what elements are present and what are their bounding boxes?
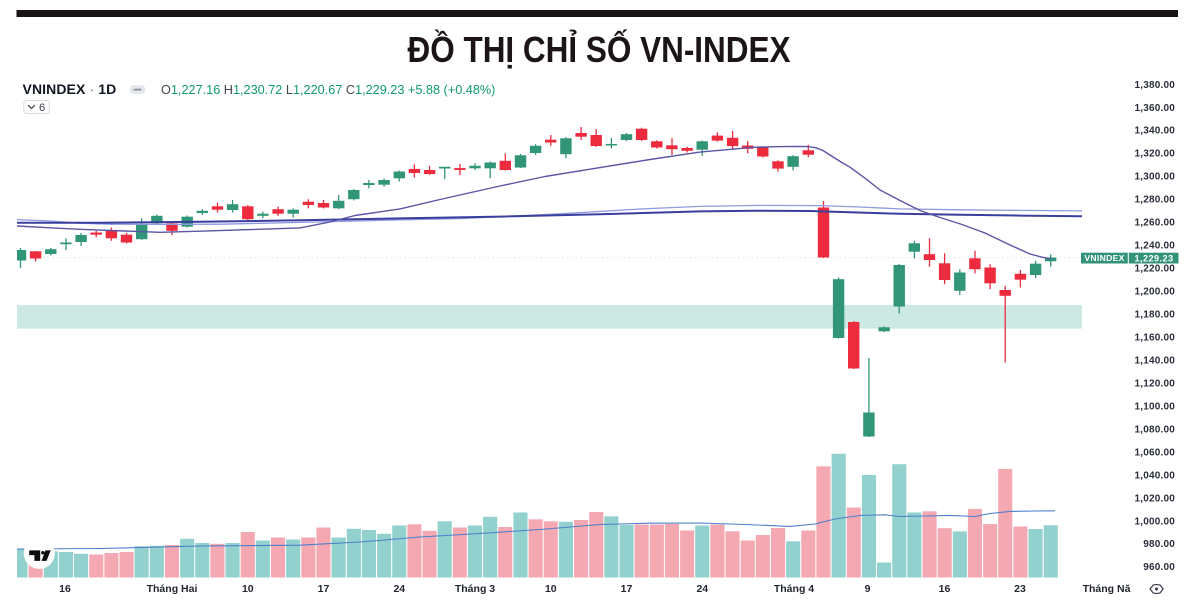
svg-text:1,360.00: 1,360.00 — [1134, 103, 1175, 114]
svg-text:9: 9 — [865, 583, 871, 595]
svg-text:1,229.23: 1,229.23 — [1135, 253, 1174, 263]
svg-text:1,220.00: 1,220.00 — [1134, 264, 1175, 275]
svg-text:1,280.00: 1,280.00 — [1134, 195, 1175, 206]
svg-text:1,160.00: 1,160.00 — [1134, 333, 1175, 344]
svg-text:1,000.00: 1,000.00 — [1134, 516, 1175, 527]
svg-text:ĐỒ THỊ CHỈ SỐ VN-INDEX: ĐỒ THỊ CHỈ SỐ VN-INDEX — [408, 28, 791, 70]
svg-text:1,140.00: 1,140.00 — [1134, 356, 1175, 367]
svg-text:1,260.00: 1,260.00 — [1134, 218, 1175, 229]
svg-text:1,300.00: 1,300.00 — [1134, 172, 1175, 183]
svg-text:1,120.00: 1,120.00 — [1134, 378, 1175, 389]
svg-text:1,320.00: 1,320.00 — [1134, 149, 1175, 160]
svg-text:6: 6 — [39, 102, 45, 114]
svg-text:23: 23 — [1014, 583, 1026, 595]
svg-text:1,180.00: 1,180.00 — [1134, 310, 1175, 321]
svg-text:17: 17 — [621, 583, 633, 595]
svg-text:1,020.00: 1,020.00 — [1134, 493, 1175, 504]
svg-text:VNINDEX: VNINDEX — [1084, 253, 1124, 263]
svg-text:1,100.00: 1,100.00 — [1134, 401, 1175, 412]
svg-text:24: 24 — [393, 583, 405, 595]
svg-text:1,380.00: 1,380.00 — [1134, 80, 1175, 91]
svg-text:VNINDEX · 1D: VNINDEX · 1D — [23, 81, 117, 97]
svg-text:24: 24 — [696, 583, 708, 595]
svg-text:17: 17 — [318, 583, 330, 595]
svg-text:16: 16 — [939, 583, 951, 595]
svg-text:1,040.00: 1,040.00 — [1134, 470, 1175, 481]
svg-text:1,340.00: 1,340.00 — [1134, 126, 1175, 137]
svg-text:1,240.00: 1,240.00 — [1134, 241, 1175, 252]
svg-text:Tháng Hai: Tháng Hai — [147, 583, 198, 595]
svg-text:1,080.00: 1,080.00 — [1134, 424, 1175, 435]
svg-text:Tháng Nă: Tháng Nă — [1083, 583, 1131, 595]
svg-text:960.00: 960.00 — [1143, 562, 1175, 573]
svg-text:980.00: 980.00 — [1143, 539, 1175, 550]
svg-text:Tháng 4: Tháng 4 — [774, 583, 814, 595]
svg-text:16: 16 — [59, 583, 71, 595]
svg-text:1,060.00: 1,060.00 — [1134, 447, 1175, 458]
svg-text:1,200.00: 1,200.00 — [1134, 287, 1175, 298]
svg-text:O1,227.16 H1,230.72 L1,220.67: O1,227.16 H1,230.72 L1,220.67 C1,229.23 … — [161, 83, 495, 97]
svg-text:10: 10 — [545, 583, 557, 595]
svg-text:Tháng 3: Tháng 3 — [455, 583, 495, 595]
svg-text:10: 10 — [242, 583, 254, 595]
